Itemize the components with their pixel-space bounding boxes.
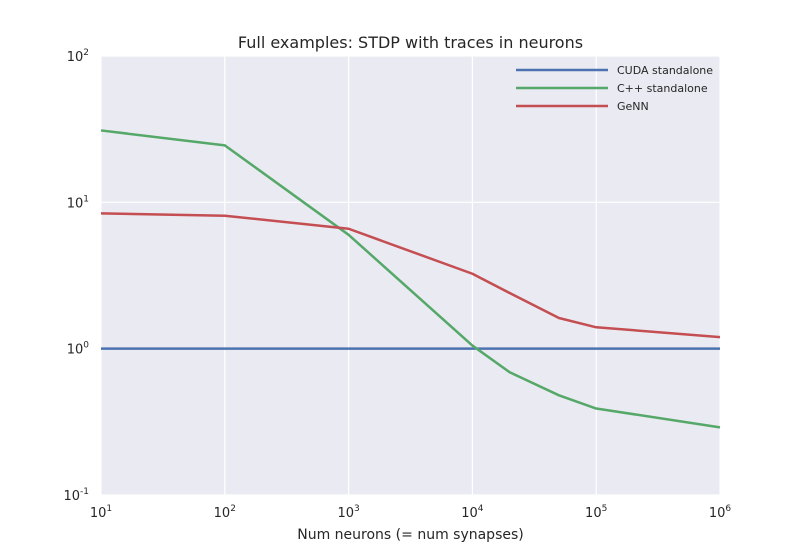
legend-label: CUDA standalone xyxy=(617,64,713,77)
x-axis-title: Num neurons (= num synapses) xyxy=(297,527,523,543)
x-tick-label: 105 xyxy=(585,504,607,521)
chart-title: Full examples: STDP with traces in neuro… xyxy=(238,33,583,52)
x-axis-ticks: 101 102 103 104 105 106 xyxy=(90,504,732,521)
legend-label: GeNN xyxy=(617,100,649,113)
series-line-genn xyxy=(100,212,721,339)
y-tick-label: 100 xyxy=(67,341,90,358)
y-tick-label: 101 xyxy=(67,194,89,211)
series-lines xyxy=(100,129,721,429)
x-tick-label: 106 xyxy=(709,504,732,521)
x-tick-label: 104 xyxy=(461,504,484,521)
legend: CUDA standalone C++ standalone GeNN xyxy=(516,64,713,113)
x-tick-label: 103 xyxy=(337,504,359,521)
x-tick-label: 102 xyxy=(214,504,236,521)
y-tick-label: 10-1 xyxy=(63,487,89,504)
y-tick-label: 102 xyxy=(67,48,89,65)
x-tick-label: 101 xyxy=(90,504,112,521)
plot-area xyxy=(101,56,720,495)
legend-label: C++ standalone xyxy=(617,82,708,95)
y-axis-ticks: 102 101 100 10-1 xyxy=(63,48,89,504)
series-line-c-standalone xyxy=(100,129,721,429)
